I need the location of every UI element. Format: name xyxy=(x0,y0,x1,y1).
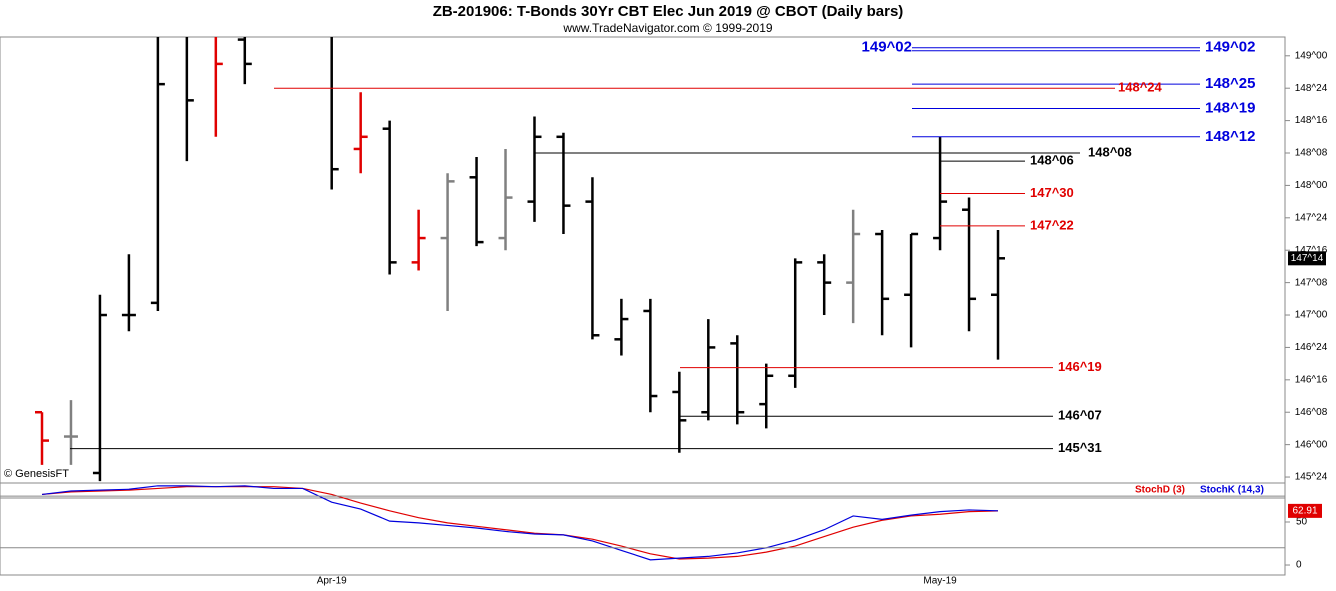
copyright: © GenesisFT xyxy=(4,468,69,480)
stoch-plot xyxy=(41,485,999,561)
y-tick-label: 50 xyxy=(1296,517,1308,528)
level-label: 148^08 xyxy=(1088,144,1132,159)
chart-title: ZB-201906: T-Bonds 30Yr CBT Elec Jun 201… xyxy=(433,3,904,20)
legend-label: StochK (14,3) xyxy=(1200,485,1264,496)
last-price-label: 147^14 xyxy=(1291,253,1324,264)
last-price-box xyxy=(1288,251,1326,266)
level-label: 148^25 xyxy=(1205,75,1255,92)
chart-subtitle: www.TradeNavigator.com © 1999-2019 xyxy=(562,21,772,35)
y-tick-label: 146^16 xyxy=(1295,374,1328,385)
y-tick-label: 146^24 xyxy=(1295,342,1328,353)
last-value-box xyxy=(1288,503,1322,518)
level-label: 148^19 xyxy=(1205,99,1255,116)
level-label: 149^02 xyxy=(1205,39,1255,56)
level-label: 146^07 xyxy=(1058,408,1102,423)
level-label: 147^22 xyxy=(1030,217,1074,232)
y-tick-label: 146^08 xyxy=(1295,407,1328,418)
y-tick-label: 0 xyxy=(1296,560,1302,571)
plot-frame xyxy=(0,36,1286,576)
level-label: 145^31 xyxy=(1058,440,1102,455)
y-tick-label: 146^00 xyxy=(1295,439,1328,450)
legend-label: StochD (3) xyxy=(1135,485,1185,496)
level-label: 147^30 xyxy=(1030,185,1074,200)
level-label: 148^24 xyxy=(1118,80,1163,95)
last-value-label: 62.91 xyxy=(1292,506,1317,517)
level-label: 148^12 xyxy=(1205,128,1255,145)
x-tick-label: May-19 xyxy=(923,576,957,587)
y-tick-label: 147^08 xyxy=(1295,277,1328,288)
y-tick-label: 147^24 xyxy=(1295,212,1328,223)
y-tick-label: 148^08 xyxy=(1295,148,1328,159)
price-plot xyxy=(35,37,1006,482)
stoch-line xyxy=(41,485,999,561)
y-tick-label: 148^00 xyxy=(1295,180,1328,191)
x-tick-label: Apr-19 xyxy=(317,576,347,587)
level-label: 148^06 xyxy=(1030,153,1074,168)
y-tick-label: 148^16 xyxy=(1295,115,1328,126)
y-tick-label: 147^16 xyxy=(1295,245,1328,256)
y-tick-label: 145^24 xyxy=(1295,472,1328,483)
y-tick-label: 148^24 xyxy=(1295,83,1328,94)
y-tick-label: 147^00 xyxy=(1295,310,1328,321)
level-label: 146^19 xyxy=(1058,359,1102,374)
y-tick-label: 149^00 xyxy=(1295,50,1328,61)
level-label: 149^02 xyxy=(862,39,912,56)
